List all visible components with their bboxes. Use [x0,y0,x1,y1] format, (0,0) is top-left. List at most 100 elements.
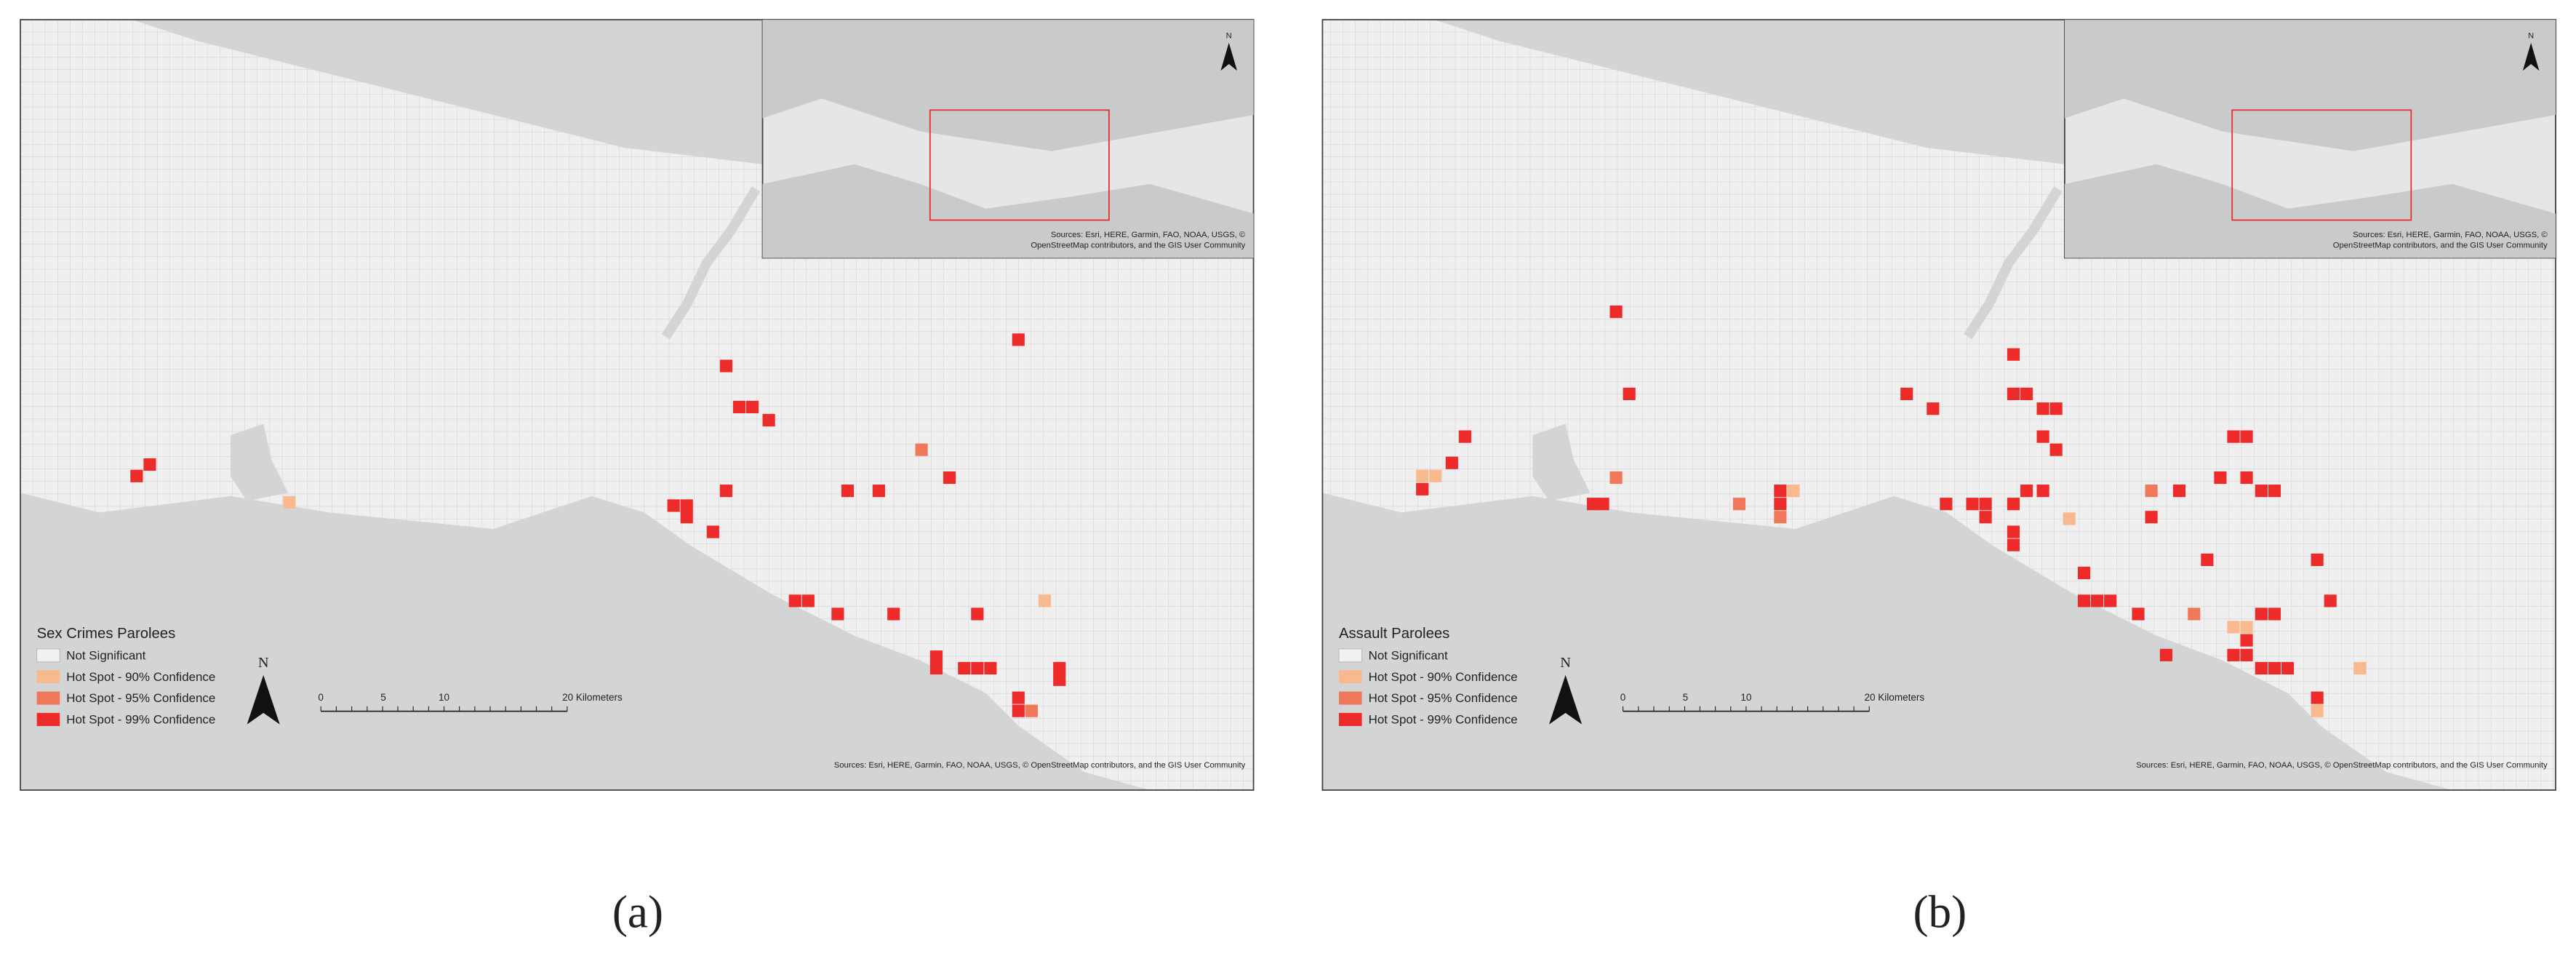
hot-spot-cell [1609,471,1623,485]
hot-spot-cell [2268,485,2281,498]
hot-spot-cell [2311,704,2324,717]
north-label: N [1226,32,1232,41]
caption: (a) [612,886,663,937]
scale-label: 10 [1740,692,1751,703]
hot-spot-cell [788,594,801,608]
marmara-sea [20,493,1151,790]
map-frame [1321,19,2556,791]
hot-spot-cell [1586,498,1600,511]
hot-spot-cell [943,471,956,485]
hot-spot-cell [1429,469,1442,482]
north-arrow [1220,42,1238,71]
hot-spot-cell [2104,594,2117,608]
inset-sea-north [2064,20,2556,151]
hot-spot-cell [2311,691,2324,704]
hot-spot-cell [1416,482,1429,495]
hot-spot-cell [1445,456,1458,469]
legend-label: Not Significant [66,648,145,662]
inset-credits: OpenStreetMap contributors, and the GIS … [2333,242,2548,250]
hot-spot-cell [719,485,732,498]
hot-spot-cell [1774,511,1787,524]
hot-spot-cell [2240,648,2253,661]
north-arrow [1548,674,1583,725]
scale-label: 10 [439,692,449,703]
hot-spot-cell [831,608,844,621]
hot-spot-cell [1458,430,1471,443]
hot-spot-cell [732,400,746,414]
hot-spot-cell [2077,594,2091,608]
scale-label: 20 Kilometers [1864,692,1924,703]
hot-spot-cell [745,400,759,414]
legend-label: Hot Spot - 95% Confidence [66,691,215,705]
hot-spot-cell [2063,512,2076,525]
hot-spot-cell [2227,648,2240,661]
hot-spot-cell [1774,485,1787,498]
hot-spot-cell [2036,485,2049,498]
map-credits: Sources: Esri, HERE, Garmin, FAO, NOAA, … [834,761,1246,770]
hot-spot-cell [1025,704,1038,717]
hot-spot-cell [2255,608,2268,621]
hot-spot-cell [2007,498,2020,511]
legend-swatch [1338,691,1362,705]
hot-spot-cell [130,469,143,482]
legend-label: Hot Spot - 99% Confidence [1369,712,1518,726]
legend-label: Hot Spot - 99% Confidence [66,712,215,726]
hot-spot-cell [2036,402,2049,415]
bosphorus [1964,186,2063,340]
scale-label: 20 Kilometers [562,692,623,703]
legend-label: Not Significant [1369,648,1448,662]
map-frame [20,19,1255,791]
inset-extent [929,109,1110,221]
bosphorus [661,186,761,340]
north-arrow [247,674,280,725]
hot-spot-cell [2159,648,2173,661]
hot-spot-cell [2268,661,2281,675]
lake [231,423,289,501]
north-label: N [1560,655,1571,671]
hot-spot-cell [680,511,693,524]
inset-credits: Sources: Esri, HERE, Garmin, FAO, NOAA, … [2353,231,2548,239]
hot-spot-cell [2255,485,2268,498]
legend-swatch [1338,648,1363,663]
hot-spot-cell [2049,443,2063,456]
black-sea [132,20,763,164]
hot-spot-cell [1979,511,1992,524]
hot-spot-cell [2020,485,2033,498]
hot-spot-cell [2214,471,2227,485]
hot-spot-cell [1927,402,1940,415]
hot-spot-cell [2007,387,2020,400]
map-panel: N Sources: Esri, HERE, Garmin, FAO, NOAA,… [1321,19,2556,937]
hot-spot-cell [801,594,815,608]
inset-sea-south [762,164,1254,258]
inset-sea-south [2064,164,2556,258]
legend-swatch [36,648,60,663]
hot-spot-cell [680,499,693,512]
hot-spot-cell [2240,621,2253,634]
hot-spot-cell [1053,661,1066,675]
hot-spot-cell [2227,621,2240,634]
hot-spot-cell [2281,661,2295,675]
north-label: N [2528,32,2534,41]
hot-spot-cell [719,359,732,373]
hot-spot-cell [971,608,984,621]
hot-spot-cell [762,413,775,427]
hot-spot-cell [2036,430,2049,443]
legend-swatch [1338,712,1362,726]
hot-spot-cell [706,525,719,538]
hot-spot-cell [929,661,943,675]
hot-spot-cell [2007,538,2020,551]
hot-spot-cell [958,661,971,675]
map-credits: Sources: Esri, HERE, Garmin, FAO, NOAA, … [2136,761,2548,770]
hot-spot-cell [2188,608,2201,621]
legend-swatch [36,691,60,705]
hot-spot-cell [841,485,855,498]
hot-spot-cell [1774,498,1787,511]
hot-spot-cell [2049,402,2063,415]
hot-spot-cell [1596,498,1609,511]
caption: (b) [1913,886,1967,937]
hot-spot-cell [1012,691,1025,704]
legend-swatch [36,670,60,684]
hot-spot-cell [2020,387,2033,400]
hot-spot-cell [887,608,900,621]
